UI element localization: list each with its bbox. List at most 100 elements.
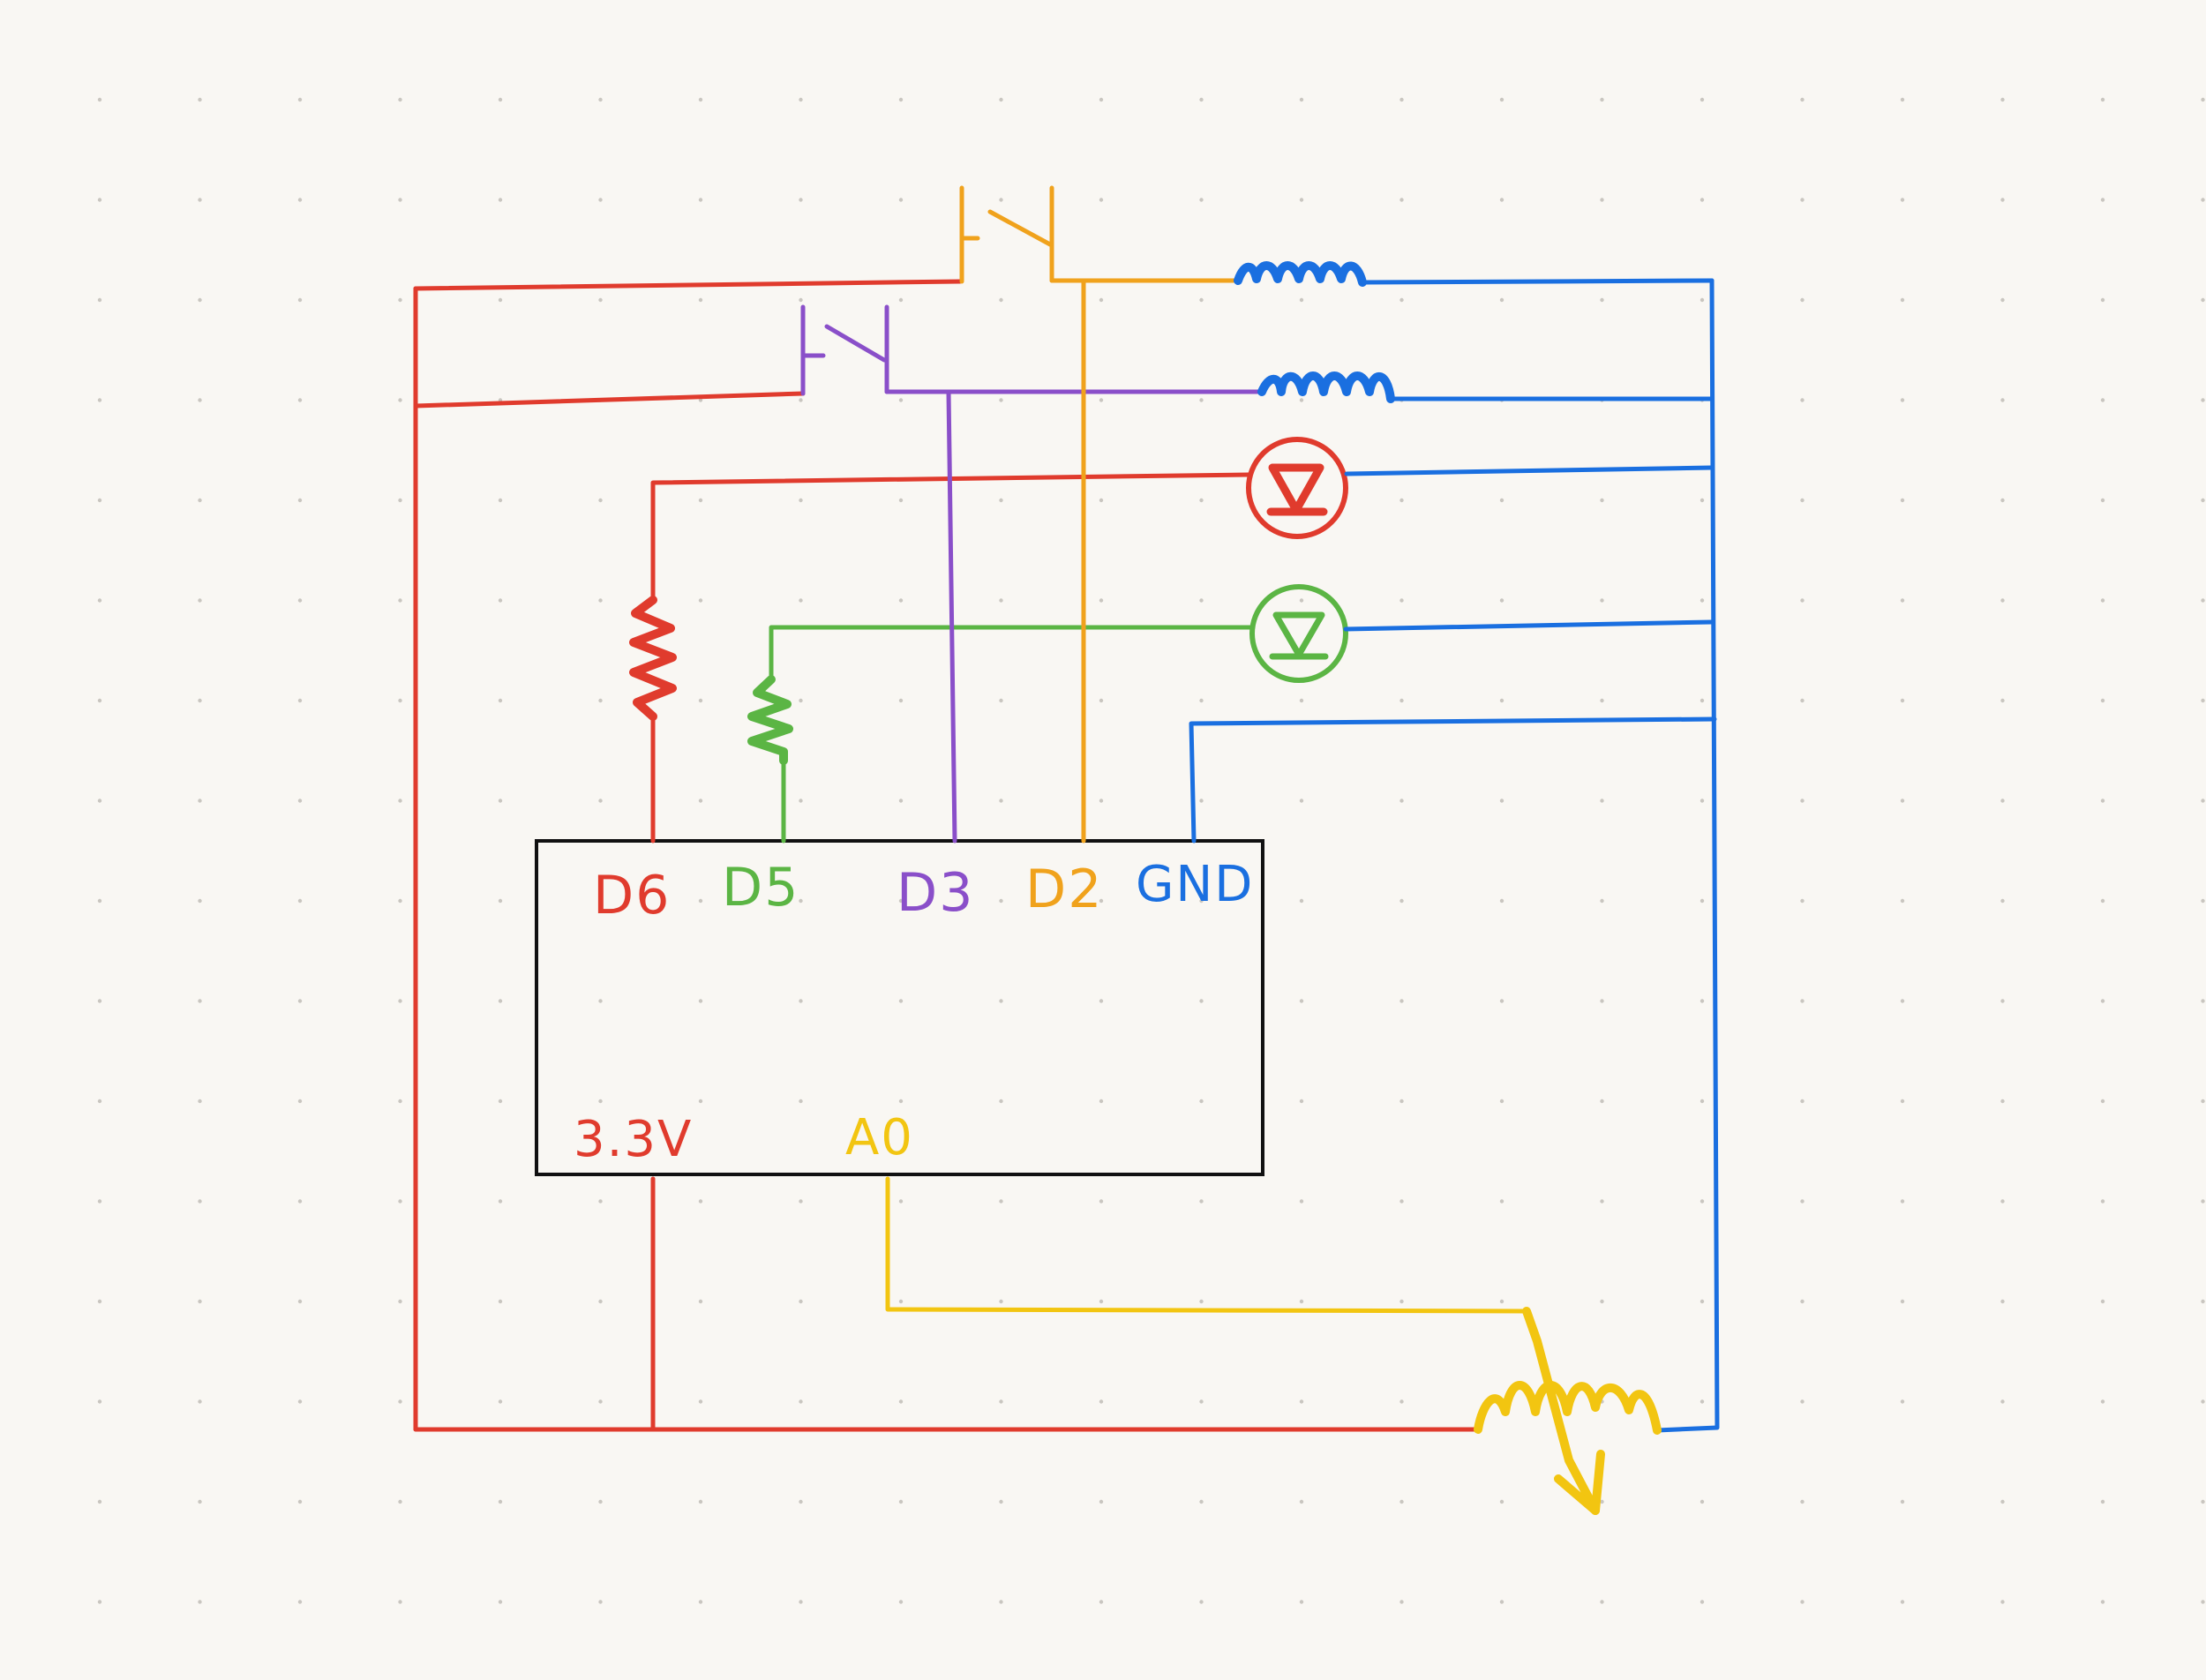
grid-dot (1299, 1299, 1304, 1304)
grid-dot (198, 598, 202, 603)
grid-dot (398, 999, 402, 1003)
microcontroller-board[interactable] (535, 839, 1264, 1176)
grid-dot (598, 1199, 603, 1204)
led-green-icon[interactable] (1249, 584, 1348, 683)
grid-dot (1499, 799, 1504, 803)
grid-dot (1299, 698, 1304, 703)
grid-dot (1399, 799, 1404, 803)
grid-dot (198, 999, 202, 1003)
grid-dot (1499, 598, 1504, 603)
grid-dot (2000, 999, 2005, 1003)
grid-dot (1499, 1499, 1504, 1504)
grid-dot (898, 297, 904, 303)
grid-dot (498, 1399, 503, 1404)
grid-dot (398, 398, 402, 402)
led-red-icon[interactable] (1246, 437, 1348, 539)
grid-dot (1099, 598, 1104, 603)
grid-dot (498, 1600, 503, 1604)
grid-dot (297, 97, 303, 102)
grid-dot (1600, 898, 1604, 904)
grid-dot (598, 198, 603, 202)
grid-dot (297, 1600, 303, 1604)
grid-dot (1800, 1399, 1805, 1404)
grid-dot (999, 198, 1003, 202)
grid-dot (297, 297, 303, 303)
grid-dot (1399, 1600, 1404, 1604)
grid-dot (398, 97, 402, 102)
grid-dot (598, 1299, 603, 1304)
grid-dot (1600, 1600, 1604, 1604)
grid-dot (2201, 1099, 2205, 1104)
grid-dot (297, 1099, 303, 1104)
grid-dot (898, 1199, 904, 1204)
grid-dot (1299, 1199, 1304, 1204)
grid-dot (297, 1299, 303, 1304)
grid-dot (2201, 698, 2205, 703)
grid-dot (1099, 898, 1104, 904)
resistor-d5-icon[interactable] (747, 675, 793, 765)
grid-dot (1499, 1299, 1504, 1304)
grid-dot (1900, 698, 1905, 703)
grid-dot (2100, 898, 2105, 904)
grid-dot (398, 598, 402, 603)
grid-dot (698, 1399, 703, 1404)
grid-dot (698, 799, 703, 803)
grid-dot (97, 898, 102, 904)
push-button-d2-icon[interactable] (959, 185, 1054, 284)
grid-dot (2201, 498, 2205, 503)
grid-dot (498, 1499, 503, 1504)
grid-dot (898, 398, 904, 402)
grid-dot (898, 799, 904, 803)
grid-dot (1900, 799, 1905, 803)
grid-dot (799, 198, 803, 202)
grid-dot (1199, 97, 1204, 102)
pin-label-a0: A0 (845, 1109, 914, 1166)
grid-dot (2000, 297, 2005, 303)
grid-dot (2100, 1600, 2105, 1604)
grid-dot (1700, 1499, 1705, 1504)
grid-dot (1099, 698, 1104, 703)
resistor-d6-icon[interactable] (629, 596, 677, 721)
grid-dot (799, 1199, 803, 1204)
grid-dot (598, 1499, 603, 1504)
grid-dot (999, 1399, 1003, 1404)
grid-dot (2000, 498, 2005, 503)
grid-dot (1199, 198, 1204, 202)
grid-dot (1800, 698, 1805, 703)
grid-dot (498, 198, 503, 202)
grid-dot (198, 799, 202, 803)
push-button-d3-icon[interactable] (800, 304, 889, 396)
grid-dot (999, 1299, 1003, 1304)
wire-d5 (769, 625, 1256, 844)
grid-dot (1600, 1099, 1604, 1104)
grid-dot (1199, 598, 1204, 603)
grid-dot (198, 97, 202, 102)
grid-dot (698, 898, 703, 904)
grid-dot (398, 198, 402, 202)
grid-dot (999, 898, 1003, 904)
grid-dot (1199, 398, 1204, 402)
pull-down-resistor-d3-icon[interactable] (1257, 371, 1395, 403)
grid-dot (2201, 398, 2205, 402)
grid-dot (97, 198, 102, 202)
grid-dot (2100, 598, 2105, 603)
grid-dot (1399, 97, 1404, 102)
grid-dot (1700, 297, 1705, 303)
grid-dot (1600, 498, 1604, 503)
grid-dot (1199, 297, 1204, 303)
potentiometer-icon[interactable] (1474, 1307, 1662, 1515)
grid-dot (1900, 898, 1905, 904)
grid-dot (1499, 698, 1504, 703)
pin-label-d3: D3 (897, 862, 974, 924)
grid-dot (1099, 297, 1104, 303)
pull-down-resistor-d2-icon[interactable] (1234, 261, 1367, 287)
grid-dot (1800, 398, 1805, 402)
grid-dot (2201, 1199, 2205, 1204)
grid-dot (1700, 698, 1705, 703)
grid-dot (2201, 898, 2205, 904)
grid-dot (1800, 898, 1805, 904)
grid-dot (898, 198, 904, 202)
grid-dot (398, 1600, 402, 1604)
grid-dot (1800, 498, 1805, 503)
grid-dot (598, 297, 603, 303)
